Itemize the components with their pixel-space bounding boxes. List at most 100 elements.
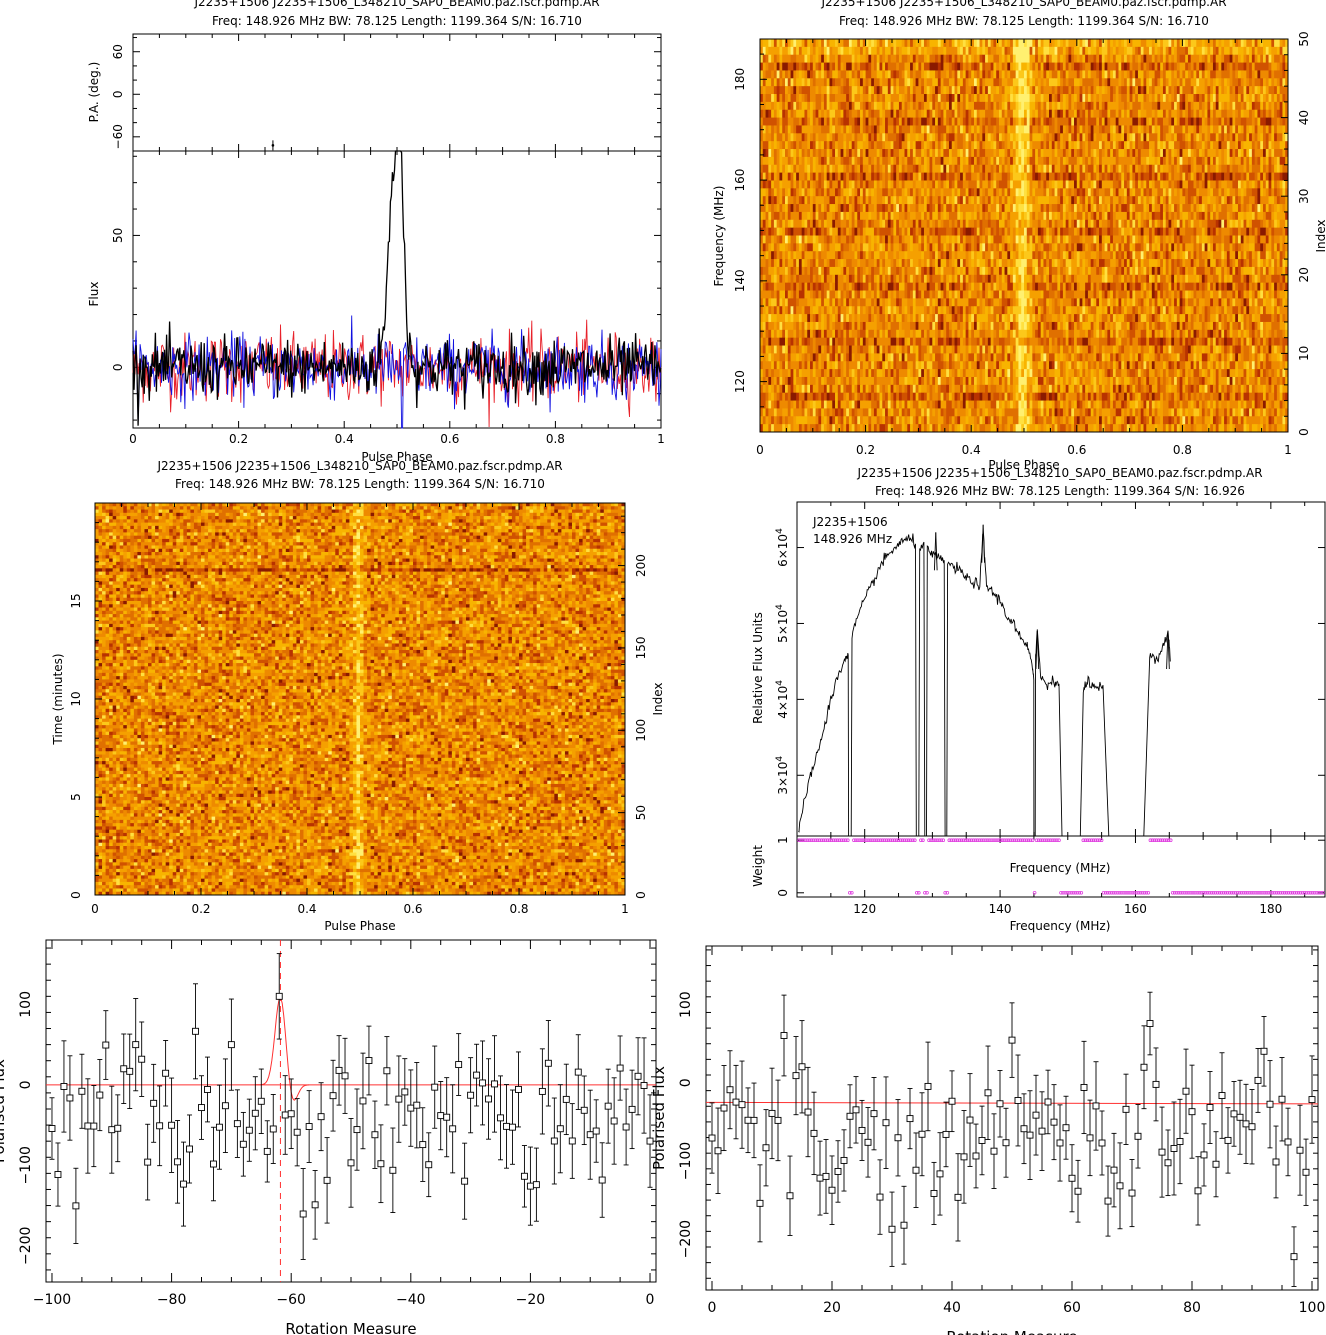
rm-tick-label: 60 (1063, 1300, 1081, 1316)
rm-point (787, 1193, 793, 1199)
freq-phase-subtitle: Freq: 148.926 MHz BW: 78.125 Length: 119… (839, 14, 1209, 28)
rm-point (817, 1175, 823, 1181)
rm-point (1237, 1114, 1243, 1120)
rm-point (853, 1107, 859, 1113)
index-tick-label: 20 (1297, 267, 1311, 282)
rm-tick-label: 0 (708, 1300, 717, 1316)
freq-phase-y2-label: Index (1314, 219, 1326, 252)
rm-point (593, 1128, 599, 1134)
rm-point (336, 1067, 342, 1073)
rm-point (372, 1132, 378, 1138)
time-phase-title: J2235+1506 J2235+1506_L348210_SAP0_BEAM0… (156, 459, 562, 473)
rm-point (1213, 1161, 1219, 1167)
freq-tick-label: 140 (989, 902, 1012, 916)
rm-point (492, 1081, 498, 1087)
rm-point (1195, 1188, 1201, 1194)
pa-tick-label: −60 (111, 124, 125, 149)
pa-tick-label: 60 (111, 44, 125, 59)
pa-axis-label: P.A. (deg.) (87, 62, 101, 123)
phase-tick-label: 1 (621, 902, 629, 916)
profile-subtitle: Freq: 148.926 MHz BW: 78.125 Length: 119… (212, 14, 582, 28)
rm-point (1069, 1175, 1075, 1181)
flux-tick-label: 100 (18, 991, 34, 1018)
phase-tick-label: 0.8 (509, 902, 528, 916)
rm-point (781, 1033, 787, 1039)
rm-point (913, 1167, 919, 1173)
rm-point (1189, 1109, 1195, 1115)
rm-point (1267, 1101, 1273, 1107)
index-tick-label: 0 (1297, 428, 1311, 436)
rm-point (1075, 1188, 1081, 1194)
weight-marker (1033, 891, 1036, 894)
rm-point (859, 1127, 865, 1133)
rm-point (408, 1105, 414, 1111)
bandpass-curve (798, 533, 1170, 836)
rm-point (55, 1172, 61, 1178)
rm-point (1165, 1160, 1171, 1166)
flux-tick-label: 6×104 (775, 528, 790, 567)
rm-point (961, 1154, 967, 1160)
phase-tick-label: 0.2 (191, 902, 210, 916)
freq-phase-plot: J2235+1506 J2235+1506_L348210_SAP0_BEAM0… (712, 0, 1326, 472)
rm-point (402, 1089, 408, 1095)
freq-tick-label: 140 (733, 269, 747, 292)
rm-point (103, 1042, 109, 1048)
rm-point (545, 1060, 551, 1066)
flux-axis-label: Flux (87, 282, 101, 307)
rm-point (264, 1148, 270, 1154)
rm-point (1183, 1088, 1189, 1094)
phase-tick-label: 0.4 (335, 432, 354, 446)
rm-point (757, 1200, 763, 1206)
rm-point (1243, 1121, 1249, 1127)
rm-point (97, 1092, 103, 1098)
rm-point (378, 1161, 384, 1167)
rm-point (1285, 1139, 1291, 1145)
rm-point (306, 1124, 312, 1130)
rm-point (193, 1028, 199, 1034)
flux-tick-label: −100 (678, 1142, 694, 1180)
rm-point (1309, 1097, 1315, 1103)
rm-y-label: Polarised Flux (0, 1059, 8, 1163)
rm-tick-label: −80 (157, 1292, 187, 1308)
freq-tick-label: 160 (733, 169, 747, 192)
rm-point (1051, 1119, 1057, 1125)
phase-tick-label: 0 (129, 432, 137, 446)
rm-point (721, 1105, 727, 1111)
rm-point (569, 1138, 575, 1144)
rm-point (1087, 1135, 1093, 1141)
rm-point (300, 1211, 306, 1217)
flux-tick-label: 100 (678, 991, 694, 1018)
rm-point (438, 1113, 444, 1119)
rm-point (745, 1117, 751, 1123)
rm-point (85, 1123, 91, 1129)
freq-tick-label: 180 (733, 68, 747, 91)
index-tick-label: 200 (634, 554, 648, 577)
rm-point (709, 1135, 715, 1141)
rm-point (623, 1124, 629, 1130)
bandpass-subtitle: Freq: 148.926 MHz BW: 78.125 Length: 119… (875, 484, 1245, 498)
flux-tick-label: 50 (111, 228, 125, 243)
rm-point (931, 1190, 937, 1196)
rm-point (985, 1090, 991, 1096)
rm-point (527, 1183, 533, 1189)
rm-point (432, 1084, 438, 1090)
rm-point (1117, 1183, 1123, 1189)
rm-point (342, 1073, 348, 1079)
rm-point (294, 1129, 300, 1135)
rm-point (204, 1086, 210, 1092)
time-phase-plot: J2235+1506 J2235+1506_L348210_SAP0_BEAM0… (51, 459, 665, 933)
rm-point (805, 1109, 811, 1115)
rm-point (79, 1088, 85, 1094)
rm-point (109, 1127, 115, 1133)
rm-point (270, 1126, 276, 1132)
flux-tick-label: 4×104 (775, 680, 790, 719)
flux-tick-label: 0 (18, 1080, 34, 1089)
rm-point (73, 1203, 79, 1209)
phase-tick-label: 0 (756, 443, 764, 457)
bandpass-source-label: J2235+1506 (812, 515, 888, 529)
flux-tick-label: 3×104 (775, 756, 790, 795)
rm-point (139, 1056, 145, 1062)
rm-point (354, 1127, 360, 1133)
